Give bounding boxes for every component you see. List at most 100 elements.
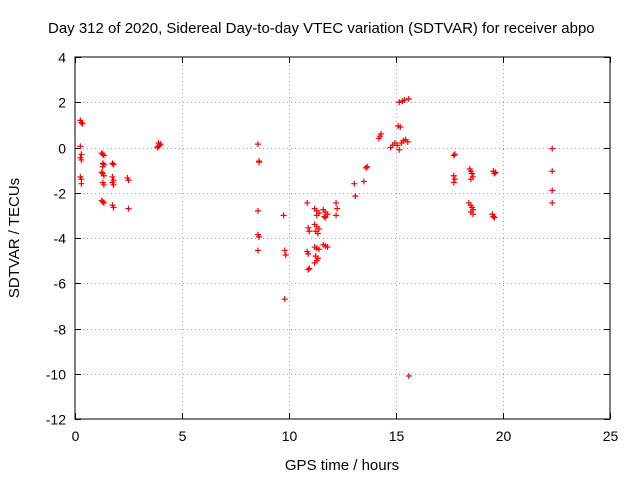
data-point-marker	[378, 130, 385, 137]
data-point-marker	[109, 173, 116, 180]
chart-title: Day 312 of 2020, Sidereal Day-to-day VTE…	[48, 20, 595, 37]
data-point-marker	[305, 224, 312, 231]
data-point-marker	[333, 212, 340, 219]
data-point-marker	[305, 266, 312, 273]
data-point-marker	[282, 251, 289, 258]
y-axis-label: SDTVAR / TECUs	[6, 178, 23, 298]
data-points	[77, 95, 556, 380]
x-tick-label: 5	[179, 428, 187, 444]
data-point-marker	[254, 247, 261, 254]
data-point-marker	[405, 373, 412, 380]
x-tick-label: 25	[603, 428, 619, 444]
data-point-marker	[549, 187, 556, 194]
data-point-marker	[360, 178, 367, 185]
y-tick-label: 2	[58, 95, 66, 111]
data-point-marker	[490, 213, 497, 220]
data-point-marker	[304, 199, 311, 206]
data-point-marker	[324, 244, 331, 251]
data-point-marker	[110, 181, 117, 188]
y-tick-label: 0	[58, 141, 66, 157]
data-point-marker	[364, 163, 371, 170]
data-point-marker	[155, 139, 162, 146]
data-point-marker	[313, 212, 320, 219]
data-point-marker	[78, 119, 85, 126]
data-point-marker	[491, 214, 498, 221]
data-point-marker	[256, 233, 263, 240]
data-point-marker	[100, 199, 107, 206]
data-point-marker	[77, 143, 84, 150]
data-point-marker	[100, 172, 107, 179]
data-point-marker	[396, 99, 403, 106]
data-point-marker	[334, 205, 341, 212]
data-point-marker	[280, 212, 287, 219]
data-point-marker	[549, 199, 556, 206]
data-point-marker	[125, 177, 132, 184]
x-axis-ticks: 0 5 10 15 20 25	[72, 57, 619, 444]
data-point-marker	[321, 213, 328, 220]
data-point-marker	[305, 250, 312, 257]
data-point-marker	[322, 214, 329, 221]
data-point-marker	[450, 172, 457, 179]
data-point-marker	[351, 180, 358, 187]
y-tick-label: -6	[54, 276, 67, 292]
data-point-marker	[396, 146, 403, 153]
data-point-marker	[467, 176, 474, 183]
x-tick-label: 0	[72, 428, 80, 444]
data-point-marker	[79, 120, 86, 127]
data-point-marker	[491, 170, 498, 177]
data-point-marker	[306, 265, 313, 272]
y-tick-label: -12	[46, 412, 66, 428]
data-point-marker	[254, 207, 261, 214]
data-point-marker	[315, 246, 322, 253]
data-point-marker	[254, 141, 261, 148]
data-point-marker	[363, 164, 370, 171]
data-point-marker	[110, 161, 117, 168]
data-point-marker	[451, 151, 458, 158]
data-point-marker	[397, 124, 404, 131]
data-point-marker	[110, 204, 117, 211]
data-point-marker	[450, 152, 457, 159]
data-point-marker	[256, 159, 263, 166]
y-tick-label: -10	[46, 367, 66, 383]
x-tick-label: 15	[389, 428, 405, 444]
data-point-marker	[333, 199, 340, 206]
data-point-marker	[352, 193, 359, 200]
x-tick-label: 10	[282, 428, 298, 444]
y-tick-label: -4	[54, 231, 67, 247]
data-point-marker	[99, 163, 106, 170]
data-point-marker	[306, 228, 313, 235]
data-point-marker	[281, 296, 288, 303]
data-point-marker	[281, 247, 288, 254]
data-point-marker	[311, 259, 318, 266]
data-point-marker	[404, 138, 411, 145]
data-point-marker	[78, 156, 85, 163]
data-point-marker	[324, 211, 331, 218]
data-point-marker	[492, 169, 499, 176]
data-point-marker	[468, 170, 475, 177]
data-point-marker	[78, 151, 85, 158]
y-tick-label: -8	[54, 322, 67, 338]
data-point-marker	[405, 95, 412, 102]
y-tick-label: -2	[54, 186, 67, 202]
y-tick-label: 4	[58, 50, 66, 66]
data-point-marker	[450, 179, 457, 186]
data-point-marker	[109, 160, 116, 167]
data-point-marker	[78, 180, 85, 187]
data-point-marker	[549, 145, 556, 152]
data-point-marker	[401, 96, 408, 103]
data-point-marker	[99, 198, 106, 205]
x-tick-label: 20	[496, 428, 512, 444]
data-point-marker	[100, 152, 107, 159]
data-point-marker	[100, 181, 107, 188]
grid-lines	[75, 57, 610, 419]
x-axis-label: GPS time / hours	[285, 457, 399, 474]
data-point-marker	[394, 142, 401, 149]
data-point-marker	[314, 230, 321, 237]
data-point-marker	[315, 225, 322, 232]
data-point-marker	[125, 205, 132, 212]
data-point-marker	[470, 211, 477, 218]
data-point-marker	[549, 168, 556, 175]
y-axis-ticks: -12 -10 -8 -6 -4 -2 0 2 4	[46, 50, 610, 428]
data-point-marker	[98, 169, 105, 176]
